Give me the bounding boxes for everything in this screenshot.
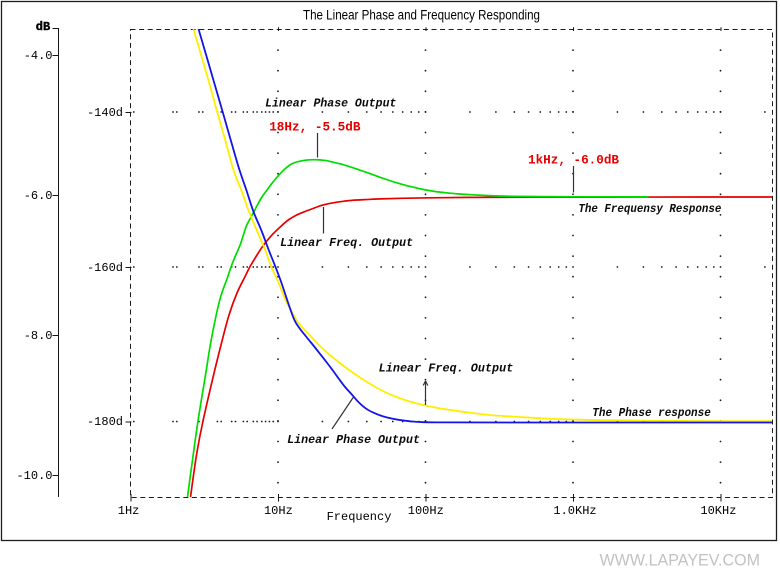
svg-text:1Hz: 1Hz (118, 504, 140, 518)
svg-text:-4.0: -4.0 (24, 49, 53, 63)
svg-text:100Hz: 100Hz (408, 504, 444, 518)
svg-text:-140d: -140d (87, 106, 123, 120)
svg-text:-160d: -160d (87, 261, 123, 275)
svg-text:The Phase response: The Phase response (592, 407, 711, 420)
svg-text:10KHz: 10KHz (700, 504, 736, 518)
svg-text:10Hz: 10Hz (264, 504, 293, 518)
svg-text:The Linear Phase and Frequency: The Linear Phase and Frequency Respondin… (303, 8, 540, 23)
svg-text:Linear Phase Output: Linear Phase Output (287, 434, 420, 447)
svg-text:1kHz, -6.0dB: 1kHz, -6.0dB (528, 153, 619, 168)
svg-text:-8.0: -8.0 (24, 329, 53, 343)
svg-text:Frequency: Frequency (327, 510, 392, 524)
svg-text:-6.0: -6.0 (24, 189, 53, 203)
svg-text:1.0KHz: 1.0KHz (553, 504, 596, 518)
svg-text:-10.0: -10.0 (16, 469, 52, 483)
svg-text:WWW.LAPAYEV.COM: WWW.LAPAYEV.COM (600, 552, 761, 570)
svg-text:Linear Freq. Output: Linear Freq. Output (280, 237, 413, 250)
svg-text:18Hz, -5.5dB: 18Hz, -5.5dB (269, 120, 361, 135)
svg-text:-180d: -180d (87, 415, 123, 429)
svg-text:Linear Phase Output: Linear Phase Output (265, 97, 396, 110)
svg-text:dB: dB (36, 20, 50, 34)
svg-text:The Frequensy Response: The Frequensy Response (578, 203, 721, 216)
svg-text:Linear Freq. Output: Linear Freq. Output (379, 363, 514, 376)
